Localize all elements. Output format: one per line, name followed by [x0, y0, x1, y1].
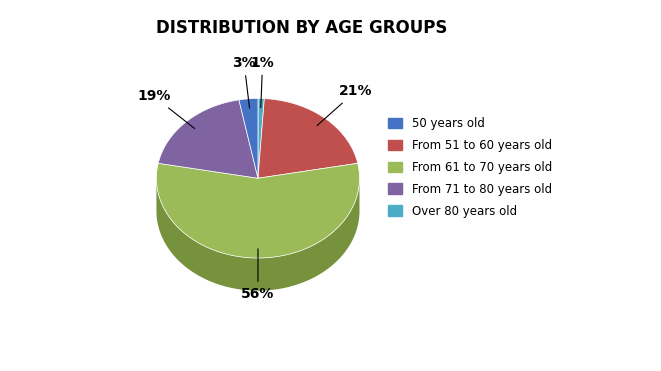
Polygon shape	[258, 98, 264, 178]
Polygon shape	[158, 100, 258, 178]
Text: DISTRIBUTION BY AGE GROUPS: DISTRIBUTION BY AGE GROUPS	[156, 19, 447, 37]
Polygon shape	[239, 98, 258, 178]
Text: 3%: 3%	[232, 56, 256, 108]
Polygon shape	[258, 99, 358, 178]
Text: 56%: 56%	[241, 249, 275, 301]
Text: 1%: 1%	[251, 56, 274, 108]
Polygon shape	[157, 163, 360, 258]
Text: 19%: 19%	[137, 89, 195, 129]
Legend: 50 years old, From 51 to 60 years old, From 61 to 70 years old, From 71 to 80 ye: 50 years old, From 51 to 60 years old, F…	[383, 112, 557, 222]
Text: 21%: 21%	[317, 85, 372, 125]
Polygon shape	[157, 180, 360, 290]
